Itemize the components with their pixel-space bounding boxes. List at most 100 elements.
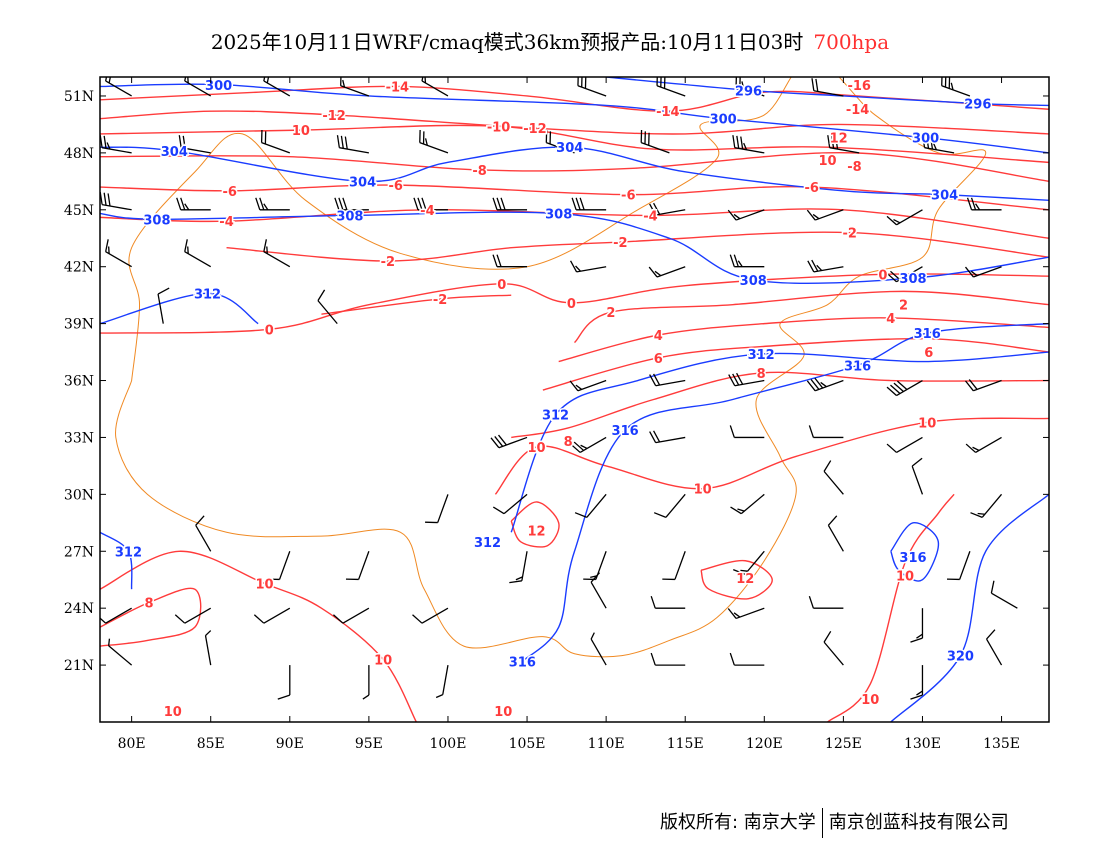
wind-barb-feather — [910, 637, 923, 643]
wind-barb-feather — [574, 512, 588, 518]
y-tick-label: 21N — [64, 658, 94, 674]
temperature-contour-label: 8 — [757, 367, 766, 382]
wind-barb-feather — [515, 576, 523, 581]
temperature-contour-label: 10 — [494, 705, 512, 720]
copyright-right: 南京创蓝科技有限公司 — [828, 812, 1009, 833]
wind-barb-feather — [986, 629, 996, 640]
wind-barb-feather — [740, 569, 748, 572]
height-contour-label: 308 — [143, 213, 170, 228]
wind-barb-staff — [263, 80, 291, 97]
wind-barb-feather — [890, 384, 901, 395]
wind-barb-feather — [740, 136, 744, 150]
wind-barb — [649, 430, 686, 444]
wind-barb — [728, 372, 765, 387]
wind-barb-feather — [916, 690, 923, 696]
wind-barb-feather — [492, 197, 498, 210]
wind-barb — [806, 209, 844, 221]
wind-barb-feather — [413, 197, 419, 210]
wind-barb-staff — [814, 209, 844, 221]
y-tick-label: 45N — [64, 203, 94, 219]
wind-barb-feather — [590, 572, 601, 583]
wind-barb-staff — [896, 436, 923, 454]
wind-barb — [727, 209, 765, 221]
temperature-contour — [100, 151, 1049, 183]
wind-barb-feather — [650, 652, 656, 666]
wind-barb-feather — [105, 239, 109, 252]
wind-barb-feather — [496, 254, 502, 267]
temperature-contour-label: -2 — [433, 293, 447, 308]
temperature-contour-label: -14 — [846, 103, 870, 118]
wind-barb-feather — [500, 197, 506, 210]
height-contour-label: 304 — [349, 175, 376, 190]
temperature-contour — [700, 559, 773, 600]
wind-barb-feather — [184, 239, 188, 252]
wind-barb-feather — [498, 434, 507, 446]
wind-barb-staff — [184, 251, 212, 268]
wind-barb — [263, 239, 291, 268]
wind-barb — [413, 197, 448, 211]
wind-barb — [176, 197, 211, 211]
wind-barb-feather — [108, 638, 111, 646]
wind-barb-feather — [916, 633, 923, 639]
wind-barb-staff — [973, 379, 1002, 392]
wind-barb-feather — [106, 142, 111, 150]
height-contour-label: 304 — [556, 141, 583, 156]
wind-barb-feather — [334, 197, 340, 210]
wind-barb-feather — [412, 614, 423, 624]
wind-barb-staff — [735, 607, 765, 620]
wind-barb — [910, 665, 924, 700]
wind-barb — [941, 77, 971, 97]
wind-barb-feather — [733, 254, 739, 267]
wind-barb-feather — [729, 652, 735, 666]
wind-barb-feather — [831, 135, 835, 149]
wind-barb-staff — [734, 147, 765, 154]
wind-barb-feather — [972, 446, 980, 452]
wind-barb-staff — [896, 266, 923, 283]
temperature-contour-label: -16 — [847, 79, 871, 94]
height-contour-label: 320 — [947, 650, 974, 665]
wind-barb-feather — [107, 193, 111, 207]
temperature-contour — [100, 124, 1049, 164]
wind-barb — [811, 78, 844, 97]
wind-barb-feather — [570, 443, 581, 453]
wind-barb — [362, 665, 370, 700]
wind-barb-feather — [733, 213, 741, 220]
footer-divider — [821, 808, 823, 838]
wind-barb-staff — [656, 266, 686, 278]
wind-barb — [569, 379, 607, 392]
wind-barb-staff — [924, 147, 955, 154]
wind-barb — [490, 434, 528, 449]
wind-barb — [317, 289, 338, 325]
temperature-contour-label: 10 — [292, 124, 310, 139]
wind-barb-feather — [157, 287, 170, 295]
wind-barb — [886, 379, 923, 397]
wind-barb-feather — [103, 192, 107, 206]
wind-barb-staff — [734, 379, 765, 387]
wind-barb-feather — [573, 441, 585, 451]
wind-barb-staff — [503, 493, 528, 515]
wind-barb-feather — [743, 142, 748, 151]
wind-barb — [345, 551, 370, 581]
temperature-contour-label: -8 — [847, 160, 861, 175]
temperature-contour — [321, 294, 512, 315]
wind-barb-staff — [590, 581, 607, 609]
wind-barb-staff — [101, 147, 132, 154]
wind-barb-feather — [653, 512, 667, 518]
temperature-contour-label: 12 — [736, 572, 754, 587]
wind-barb-feather — [195, 515, 205, 526]
wind-barb-feather — [263, 77, 266, 82]
temperature-contour-label: 12 — [527, 524, 545, 539]
wind-barb-feather — [650, 595, 656, 609]
wind-barb-feather — [835, 136, 839, 150]
wind-barb-feather — [492, 506, 505, 515]
wind-barb-feather — [977, 512, 985, 515]
temperature-contour-label: 2 — [606, 306, 615, 321]
wind-barb-staff — [827, 524, 844, 552]
wind-barb-feather — [654, 270, 662, 277]
wind-barb-feather — [737, 260, 743, 268]
wind-barb-feather — [255, 197, 261, 210]
wind-barb — [492, 254, 528, 268]
wind-barb-feather — [176, 197, 182, 210]
wind-barb-feather — [509, 580, 522, 584]
temperature-contour-label: 10 — [255, 578, 273, 593]
